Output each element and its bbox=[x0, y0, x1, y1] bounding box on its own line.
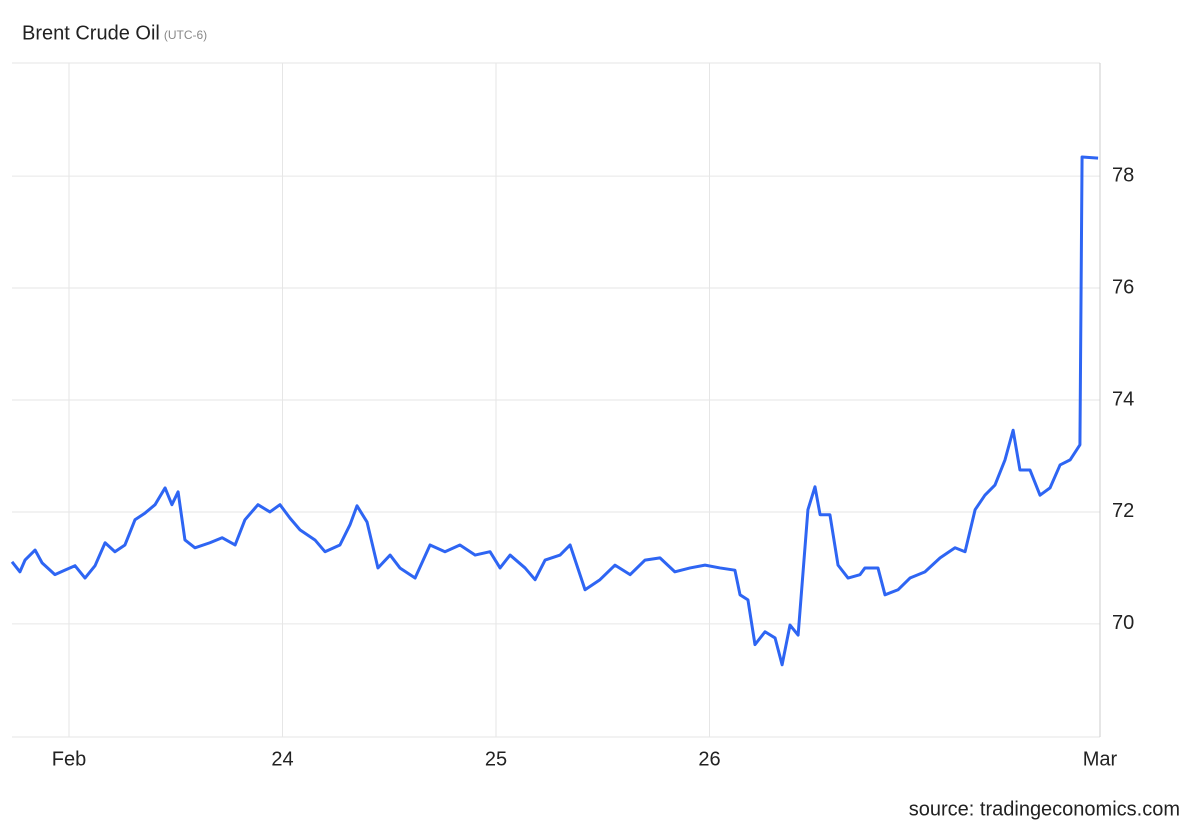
y-tick-label: 70 bbox=[1112, 612, 1134, 634]
x-tick-label: 24 bbox=[271, 748, 293, 770]
x-tick-label: Feb bbox=[52, 748, 86, 770]
y-tick-label: 74 bbox=[1112, 388, 1134, 410]
x-tick-label: Mar bbox=[1083, 748, 1118, 770]
y-tick-label: 72 bbox=[1112, 500, 1134, 522]
x-tick-label: 25 bbox=[485, 748, 507, 770]
source: source: tradingeconomics.com bbox=[909, 798, 1180, 820]
y-tick-label: 78 bbox=[1112, 164, 1134, 186]
chart-title: Brent Crude Oil bbox=[22, 22, 160, 44]
x-tick-label: 26 bbox=[698, 748, 720, 770]
y-tick-label: 76 bbox=[1112, 276, 1134, 298]
chart-subtitle: (UTC-6) bbox=[164, 28, 207, 42]
price-line bbox=[10, 155, 1099, 667]
